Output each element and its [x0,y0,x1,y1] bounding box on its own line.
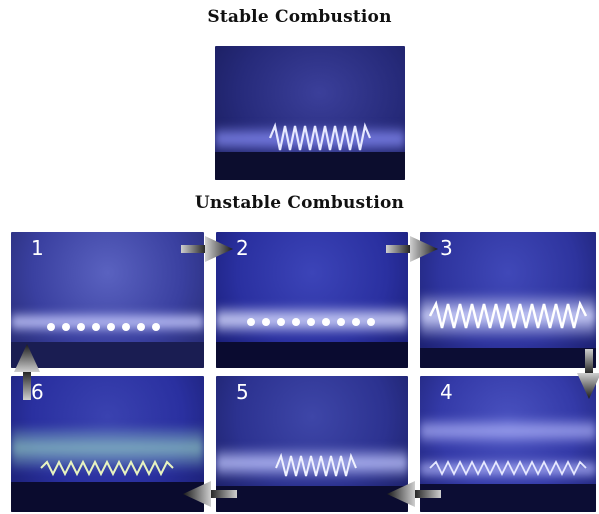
unstable-flame-photo-4: 4 [420,376,596,512]
panel-number-6: 6 [31,380,44,404]
stable-combustion-heading: Stable Combustion [207,7,392,27]
arrow-right-icon [181,236,233,262]
arrow-up-icon [14,344,40,400]
panel-number-3: 3 [440,236,453,260]
unstable-flame-photo-3: 3 [420,232,596,368]
unstable-combustion-heading: Unstable Combustion [194,193,405,213]
arrow-left-icon [387,481,441,507]
panel-number-5: 5 [236,380,249,404]
unstable-flame-photo-5: 5 [216,376,408,512]
unstable-flame-photo-2: 2 [216,232,408,368]
arrow-left-icon [183,481,237,507]
unstable-flame-photo-1: 1 [11,232,204,368]
arrow-down-icon [577,349,599,399]
panel-number-1: 1 [31,236,44,260]
arrow-right-icon [386,236,438,262]
stable-flame-photo [215,46,405,180]
panel-number-2: 2 [236,236,249,260]
unstable-flame-photo-6: 6 [11,376,204,512]
panel-number-4: 4 [440,380,453,404]
